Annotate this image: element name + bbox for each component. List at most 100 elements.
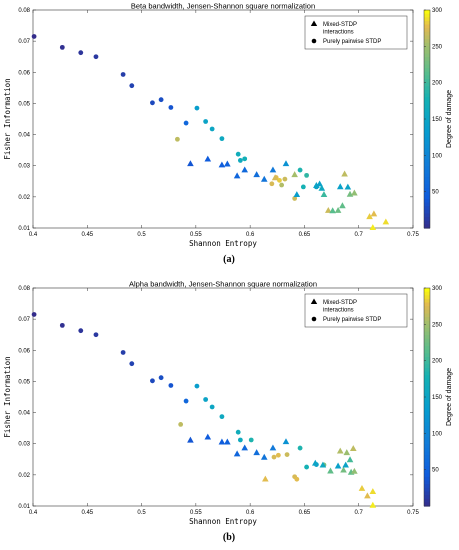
data-point-mixed bbox=[382, 218, 390, 225]
y-axis-label: Fisher Information bbox=[3, 78, 12, 159]
colorbar-segment bbox=[424, 10, 430, 15]
data-point-pairwise bbox=[294, 476, 300, 482]
data-point-pairwise bbox=[59, 44, 65, 50]
data-point-mixed bbox=[318, 184, 326, 191]
legend-box bbox=[304, 15, 408, 50]
y-tick-label: 0.02 bbox=[18, 473, 30, 479]
colorbar-segment bbox=[424, 111, 430, 116]
data-point-mixed bbox=[224, 160, 231, 167]
data-point-pairwise bbox=[237, 158, 243, 163]
data-point-mixed bbox=[346, 456, 354, 463]
colorbar-segment bbox=[424, 195, 430, 200]
legend-box bbox=[304, 293, 408, 328]
x-tick-label: 0.5 bbox=[137, 510, 146, 516]
data-point-mixed bbox=[233, 172, 241, 179]
colorbar-segment bbox=[424, 209, 430, 215]
colorbar-segment bbox=[424, 433, 430, 438]
x-tick-label: 0.65 bbox=[299, 510, 311, 516]
colorbar-segment bbox=[424, 108, 430, 113]
x-tick-label: 0.45 bbox=[81, 510, 93, 516]
legend-item-mixed: Mixed-STDP bbox=[323, 300, 357, 306]
data-point-mixed bbox=[370, 210, 378, 217]
colorbar-segment bbox=[424, 180, 430, 185]
x-tick-label: 0.4 bbox=[29, 232, 38, 238]
data-point-mixed bbox=[319, 461, 327, 468]
data-point-mixed bbox=[253, 449, 260, 456]
data-point-pairwise bbox=[209, 404, 215, 410]
colorbar-segment bbox=[424, 342, 430, 347]
data-point-pairwise bbox=[300, 184, 306, 190]
colorbar-segment bbox=[424, 57, 430, 62]
data-point-pairwise bbox=[292, 196, 298, 201]
colorbar-tick-label: 50 bbox=[432, 468, 439, 474]
legend-circle-icon bbox=[311, 316, 317, 322]
data-point-mixed bbox=[313, 182, 320, 188]
colorbar-segment bbox=[424, 404, 430, 409]
colorbar-tick-label: 250 bbox=[432, 44, 443, 50]
data-point-pairwise bbox=[203, 119, 209, 124]
x-tick-label: 0.75 bbox=[407, 232, 419, 238]
y-tick-label: 0.04 bbox=[18, 411, 30, 417]
colorbar-segment bbox=[424, 444, 430, 449]
colorbar-segment bbox=[424, 46, 430, 51]
data-point-pairwise bbox=[120, 350, 126, 355]
data-point-pairwise bbox=[168, 383, 174, 388]
colorbar-segment bbox=[424, 144, 430, 149]
data-point-mixed bbox=[320, 191, 328, 198]
colorbar-tick-label: 300 bbox=[432, 8, 443, 14]
y-tick-label: 0.05 bbox=[18, 101, 30, 107]
colorbar-segment bbox=[424, 466, 430, 471]
legend-item-mixed-cont: interactions bbox=[323, 30, 354, 36]
data-point-pairwise bbox=[279, 182, 285, 188]
colorbar-segment bbox=[424, 426, 430, 431]
colorbar-segment bbox=[424, 491, 430, 496]
data-point-mixed bbox=[269, 444, 277, 451]
legend-item-mixed: Mixed-STDP bbox=[323, 22, 357, 28]
colorbar-segment bbox=[424, 324, 430, 329]
data-point-mixed bbox=[282, 160, 290, 167]
colorbar-segment bbox=[424, 422, 430, 427]
colorbar-segment bbox=[424, 89, 430, 95]
legend-item-mixed-cont: interactions bbox=[323, 308, 354, 314]
legend-item-pairwise: Purely pairwise STDP bbox=[323, 39, 381, 45]
data-point-mixed bbox=[325, 206, 332, 213]
colorbar-segment bbox=[424, 291, 430, 296]
colorbar: 50 100 150 200 250 300 Degree of damage bbox=[423, 286, 453, 507]
colorbar-segment bbox=[424, 418, 430, 424]
chart-title: Alpha bandwidth, Jensen-Shannon square n… bbox=[129, 280, 317, 289]
colorbar-segment bbox=[424, 17, 430, 22]
data-point-mixed bbox=[366, 213, 373, 220]
x-tick-label: 0.6 bbox=[246, 510, 255, 516]
colorbar-segment bbox=[424, 331, 430, 336]
data-point-mixed bbox=[269, 166, 277, 173]
colorbar-segment bbox=[424, 367, 430, 373]
colorbar-segment bbox=[424, 451, 430, 456]
colorbar-segment bbox=[424, 462, 430, 467]
data-point-mixed bbox=[241, 444, 249, 451]
data-point-pairwise bbox=[297, 167, 303, 173]
data-point-pairwise bbox=[120, 72, 126, 77]
data-point-mixed bbox=[282, 438, 290, 445]
colorbar-segment bbox=[424, 53, 430, 58]
data-point-pairwise bbox=[129, 361, 135, 367]
colorbar-segment bbox=[424, 49, 430, 55]
colorbar-segment bbox=[424, 440, 430, 445]
colorbar-segment bbox=[424, 166, 430, 171]
colorbar-segment bbox=[424, 495, 430, 500]
data-point-mixed bbox=[327, 467, 334, 474]
data-point-mixed bbox=[339, 202, 346, 209]
colorbar-segment bbox=[424, 335, 430, 340]
colorbar-segment bbox=[424, 436, 430, 442]
data-point-pairwise bbox=[93, 332, 99, 338]
data-point-pairwise bbox=[219, 414, 225, 420]
data-point-pairwise bbox=[235, 429, 241, 435]
data-point-mixed bbox=[342, 461, 349, 468]
colorbar-segment bbox=[424, 31, 430, 37]
colorbar-segment bbox=[424, 429, 430, 434]
y-tick-label: 0.06 bbox=[18, 348, 30, 354]
colorbar-segment bbox=[424, 338, 430, 344]
data-point-pairwise bbox=[237, 437, 243, 443]
chart-panel-a: Beta bandwidth, Jensen-Shannon square no… bbox=[3, 2, 453, 266]
colorbar-tick-label: 50 bbox=[432, 190, 439, 196]
